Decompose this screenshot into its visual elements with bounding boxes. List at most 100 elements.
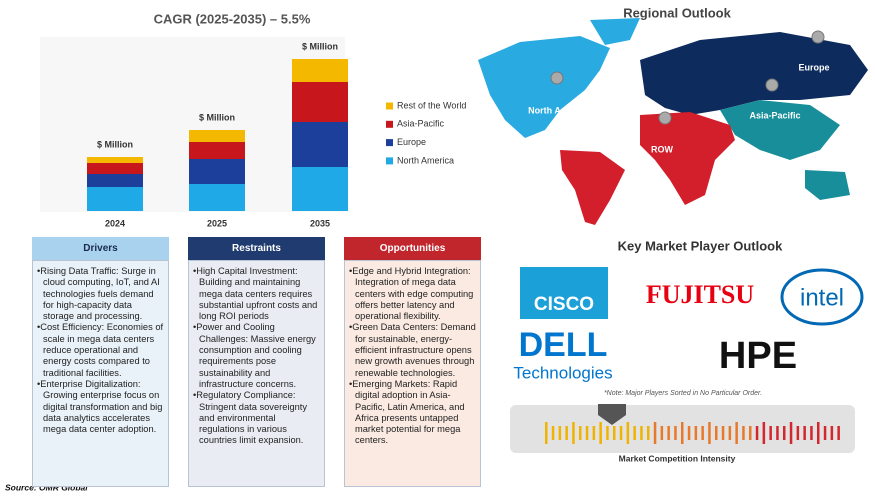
bar-segment — [292, 82, 348, 122]
box-body: High Capital Investment: Building and ma… — [188, 260, 325, 487]
bar-segment — [87, 187, 143, 211]
intensity-tick — [681, 422, 684, 444]
bullet: Green Data Centers: Demand for sustainab… — [352, 322, 476, 378]
bullet: Cost Efficiency: Economies of scale in m… — [40, 322, 164, 378]
intensity-tick — [721, 426, 725, 440]
intensity-label: Market Competition Intensity — [619, 453, 736, 463]
intensity-tick — [789, 422, 793, 444]
bar-segment — [189, 130, 245, 142]
intensity-tick — [599, 422, 602, 444]
intensity-tick — [674, 426, 677, 440]
bullet: High Capital Investment: Building and ma… — [196, 266, 320, 322]
legend-swatch — [386, 157, 393, 165]
intensity-tick — [749, 426, 752, 440]
world-map: North America Europe Asia-Pacific ROW — [478, 18, 868, 225]
legend-label: Asia-Pacific — [397, 119, 445, 129]
intensity-tick — [653, 422, 657, 444]
intensity-tick — [585, 426, 589, 440]
bar-segment — [87, 174, 143, 187]
intensity-tick — [735, 422, 738, 444]
intensity-tick — [769, 426, 772, 440]
intensity-tick — [667, 426, 670, 440]
chart-title: CAGR (2025-2035) – 5.5% — [154, 11, 311, 26]
logo-text: FUJITSU — [646, 280, 755, 309]
map-label: Europe — [798, 62, 829, 72]
intensity-tick — [640, 426, 643, 440]
intensity-tick — [776, 426, 779, 440]
intensity-tick — [579, 426, 582, 440]
intensity-tick — [660, 426, 664, 440]
intensity-tick — [633, 426, 636, 440]
map-title: Regional Outlook — [623, 5, 731, 20]
x-tick-label: 2024 — [105, 218, 125, 228]
source: Source: OMR Global — [5, 482, 88, 492]
bar-annotation: $ Million — [97, 139, 133, 149]
intensity-tick — [606, 426, 609, 440]
intensity-tick — [715, 426, 718, 440]
intensity-tick — [823, 426, 827, 440]
players-title: Key Market Player Outlook — [618, 238, 783, 253]
cisco-logo — [520, 267, 608, 319]
x-tick-label: 2025 — [207, 218, 227, 228]
intensity-tick — [613, 426, 616, 440]
map-label: Asia-Pacific — [749, 110, 800, 120]
note: *Note: Major Players Sorted in No Partic… — [604, 390, 762, 397]
intensity-tick — [626, 422, 630, 444]
intensity-tick — [783, 426, 786, 440]
intensity-tick — [817, 422, 820, 444]
bullet: Rising Data Traffic: Surge in cloud comp… — [40, 266, 164, 322]
legend-swatch — [386, 102, 393, 110]
box-body: Rising Data Traffic: Surge in cloud comp… — [32, 260, 169, 487]
intensity-tick — [572, 422, 575, 444]
intensity-tick — [551, 426, 555, 440]
intensity-tick — [647, 426, 650, 440]
map-label: North America — [528, 105, 591, 115]
bar-annotation: $ Million — [302, 41, 338, 51]
bullet: Edge and Hybrid Integration: Integration… — [352, 266, 476, 322]
intensity-tick — [708, 422, 711, 444]
intensity-tick — [558, 426, 562, 440]
intensity-ticks — [545, 422, 840, 444]
logo-text: HPE — [719, 335, 797, 377]
legend-swatch — [386, 120, 393, 128]
box-title: Drivers — [32, 237, 169, 260]
bullet: Enterprise Digitalization: Growing enter… — [40, 379, 164, 435]
logo-text: Technologies — [513, 363, 612, 382]
bullet: Power and Cooling Challenges: Massive en… — [196, 322, 320, 390]
bar-segment — [292, 167, 348, 211]
x-tick-label: 2035 — [310, 218, 330, 228]
logo-text: intel — [800, 284, 844, 311]
intensity-tick — [687, 426, 691, 440]
bullet: Emerging Markets: Rapid digital adoption… — [352, 379, 476, 447]
intensity-tick — [762, 422, 766, 444]
intensity-tick — [755, 426, 759, 440]
intensity-tick — [803, 426, 806, 440]
intel-ring — [780, 268, 864, 326]
intensity-tick — [830, 426, 834, 440]
intensity-tick — [701, 426, 704, 440]
bar-segment — [189, 142, 245, 159]
intensity-marker — [598, 404, 626, 425]
box-body: Edge and Hybrid Integration: Integration… — [344, 260, 481, 487]
intensity-tick — [619, 426, 623, 440]
intensity-tick — [837, 426, 840, 440]
intensity-tick — [742, 426, 745, 440]
bar-segment — [87, 163, 143, 174]
logo-text: CISCO — [534, 294, 594, 315]
bar-segment — [292, 59, 348, 82]
bar-segment — [292, 122, 348, 167]
bar-segment — [87, 157, 143, 163]
legend-label: Rest of the World — [397, 100, 466, 110]
bullet: Regulatory Compliance: Stringent data so… — [196, 390, 320, 446]
restraints-box: Restraints High Capital Investment: Buil… — [188, 237, 325, 487]
box-title: Opportunities — [344, 237, 481, 260]
legend-label: Europe — [397, 137, 426, 147]
map-label: ROW — [651, 144, 674, 154]
intensity-tick — [545, 422, 548, 444]
legend-swatch — [386, 139, 393, 147]
bar-segment — [189, 184, 245, 211]
intensity-tick — [728, 426, 732, 440]
drivers-box: Drivers Rising Data Traffic: Surge in cl… — [32, 237, 169, 487]
